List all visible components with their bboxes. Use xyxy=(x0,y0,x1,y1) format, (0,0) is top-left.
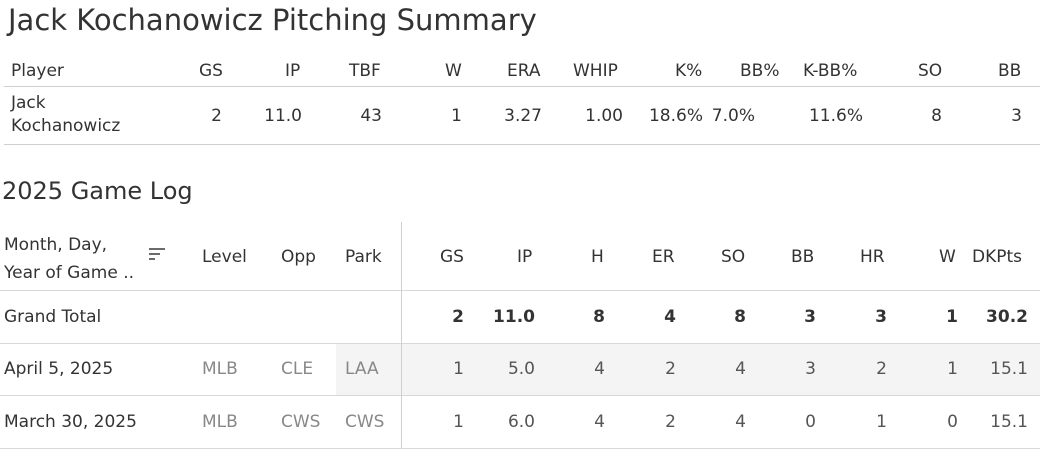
cell-date: March 30, 2025 xyxy=(4,412,137,432)
header-era[interactable]: ERA xyxy=(507,61,541,81)
cell-date: April 5, 2025 xyxy=(4,359,114,379)
header-w[interactable]: W xyxy=(939,247,956,267)
sort-descending-icon[interactable] xyxy=(149,248,165,262)
header-player[interactable]: Player xyxy=(11,61,64,81)
header-dkpts[interactable]: DKPts xyxy=(972,247,1023,267)
header-park[interactable]: Park xyxy=(345,247,382,267)
cell-gs: 1 xyxy=(453,359,464,379)
header-tbf[interactable]: TBF xyxy=(349,61,381,81)
cell-h: 4 xyxy=(594,412,605,432)
header-gs[interactable]: GS xyxy=(440,247,464,267)
cell-hr: 1 xyxy=(876,412,887,432)
header-ip[interactable]: IP xyxy=(285,61,301,81)
header-bb-pct[interactable]: BB% xyxy=(740,61,780,81)
column-divider xyxy=(401,222,402,448)
cell-dkpts: 30.2 xyxy=(986,307,1028,327)
summary-w: 1 xyxy=(451,106,462,126)
summary-bb: 3 xyxy=(1011,106,1022,126)
cell-er: 2 xyxy=(665,359,676,379)
highlight-cell xyxy=(336,343,401,395)
cell-park: LAA xyxy=(345,359,379,379)
cell-er: 2 xyxy=(665,412,676,432)
divider xyxy=(0,343,1040,344)
header-bb[interactable]: BB xyxy=(998,61,1022,81)
header-whip[interactable]: WHIP xyxy=(573,61,618,81)
header-k-bb-pct[interactable]: K-BB% xyxy=(803,61,858,81)
cell-w: 1 xyxy=(947,359,958,379)
divider xyxy=(4,144,1040,145)
cell-level: MLB xyxy=(202,412,238,432)
divider xyxy=(4,86,1040,87)
header-so[interactable]: SO xyxy=(918,61,943,81)
cell-w: 1 xyxy=(946,307,958,327)
header-er[interactable]: ER xyxy=(652,247,675,267)
cell-gs: 2 xyxy=(452,307,464,327)
cell-opp: CWS xyxy=(281,412,321,432)
cell-gs: 1 xyxy=(453,412,464,432)
divider xyxy=(0,290,1040,291)
cell-so: 8 xyxy=(734,307,746,327)
cell-bb: 3 xyxy=(805,359,816,379)
cell-so: 4 xyxy=(735,359,746,379)
highlight-row xyxy=(402,343,1040,395)
summary-era: 3.27 xyxy=(504,106,542,126)
grand-total-label: Grand Total xyxy=(4,307,102,327)
cell-opp: CLE xyxy=(281,359,314,379)
summary-k-pct: 18.6% xyxy=(648,106,703,126)
cell-dkpts: 15.1 xyxy=(990,359,1028,379)
cell-bb: 0 xyxy=(805,412,816,432)
header-gs[interactable]: GS xyxy=(199,61,223,81)
header-date[interactable]: Month, Day, Year of Game .. xyxy=(4,235,135,283)
page-title: Jack Kochanowicz Pitching Summary xyxy=(8,3,537,37)
summary-ip: 11.0 xyxy=(264,106,302,126)
cell-so: 4 xyxy=(735,412,746,432)
summary-gs: 2 xyxy=(211,106,222,126)
cell-er: 4 xyxy=(664,307,676,327)
cell-h: 4 xyxy=(594,359,605,379)
header-h[interactable]: H xyxy=(591,247,604,267)
summary-so: 8 xyxy=(931,106,942,126)
summary-player-name: Jack Kochanowicz xyxy=(11,93,121,136)
header-hr[interactable]: HR xyxy=(860,247,885,267)
summary-k-bb-pct: 11.6% xyxy=(808,106,863,126)
summary-bb-pct: 7.0% xyxy=(711,106,755,126)
header-k-pct[interactable]: K% xyxy=(675,61,703,81)
cell-ip: 11.0 xyxy=(493,307,535,327)
cell-level: MLB xyxy=(202,359,238,379)
cell-w: 0 xyxy=(947,412,958,432)
cell-park: CWS xyxy=(345,412,385,432)
game-log-title: 2025 Game Log xyxy=(2,177,193,205)
summary-tbf: 43 xyxy=(360,106,382,126)
header-ip[interactable]: IP xyxy=(517,247,533,267)
cell-hr: 3 xyxy=(875,307,887,327)
cell-hr: 2 xyxy=(876,359,887,379)
header-w[interactable]: W xyxy=(445,61,462,81)
divider xyxy=(0,448,1040,449)
header-so[interactable]: SO xyxy=(721,247,746,267)
header-level[interactable]: Level xyxy=(202,247,247,267)
summary-whip: 1.00 xyxy=(585,106,623,126)
cell-h: 8 xyxy=(593,307,605,327)
cell-bb: 3 xyxy=(804,307,816,327)
cell-ip: 5.0 xyxy=(507,359,535,379)
header-bb[interactable]: BB xyxy=(791,247,815,267)
cell-dkpts: 15.1 xyxy=(990,412,1028,432)
header-opp[interactable]: Opp xyxy=(281,247,316,267)
cell-ip: 6.0 xyxy=(507,412,535,432)
divider xyxy=(0,395,1040,396)
